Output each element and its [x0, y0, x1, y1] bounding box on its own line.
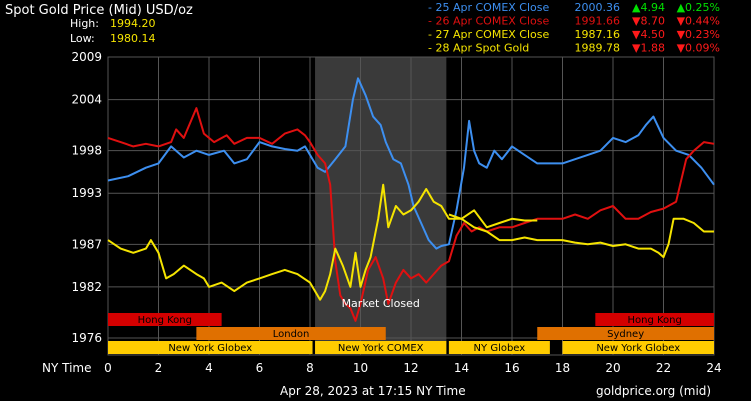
x-axis-ticks: 0 2 4 6 8 10 12 14 16 18 20 22 24 [104, 361, 721, 375]
legend-label: - 27 Apr COMEX Close [428, 28, 549, 41]
series-line [107, 183, 538, 301]
x-tick-label: 10 [353, 361, 368, 375]
session-label: Sydney [607, 329, 644, 340]
legend-label: - 26 Apr COMEX Close [428, 15, 549, 28]
series-line [448, 213, 714, 259]
session-bar [562, 341, 714, 354]
session-bar [315, 341, 447, 354]
x-axis-label: NY Time [42, 361, 92, 375]
y-tick-label: 1976 [71, 331, 102, 345]
session-label: London [273, 329, 310, 340]
legend-price: 1987.16 [575, 28, 621, 41]
y-axis-ticks: 2009 2004 1998 1993 1987 1982 1976 [71, 50, 102, 345]
session-label: Hong Kong [627, 315, 681, 326]
footer-source: goldprice.org (mid) [596, 384, 711, 398]
session-label: New York Globex [596, 343, 680, 354]
legend-label: - 25 Apr COMEX Close [428, 1, 549, 14]
y-tick-label: 1993 [71, 186, 102, 200]
x-tick-label: 24 [706, 361, 721, 375]
x-tick-label: 12 [403, 361, 418, 375]
session-label: New York COMEX [338, 343, 424, 354]
low-value: 1980.14 [110, 32, 156, 45]
chart-title: Spot Gold Price (Mid) USD/oz [5, 3, 193, 18]
y-tick-label: 1998 [71, 144, 102, 158]
x-tick-label: 18 [555, 361, 570, 375]
x-tick-label: 16 [504, 361, 519, 375]
legend: - 25 Apr COMEX Close 2000.36 ▲4.94 ▲0.25% - … [428, 1, 720, 55]
session-bar [108, 313, 222, 326]
x-tick-label: 22 [656, 361, 671, 375]
legend-price: 1989.78 [575, 42, 621, 55]
x-tick-label: 8 [306, 361, 314, 375]
low-label: Low: [70, 32, 95, 45]
y-tick-label: 1982 [71, 280, 102, 294]
session-bar [595, 313, 714, 326]
session-label: Hong Kong [138, 315, 192, 326]
price-series [107, 77, 715, 322]
market-closed-label: Market Closed [342, 297, 420, 310]
session-bars: Hong Kong Hong Kong London Sydney New York G… [108, 313, 714, 354]
session-bar [196, 327, 386, 340]
y-tick-label: 1987 [71, 237, 102, 251]
x-tick-label: 20 [605, 361, 620, 375]
series-line [107, 77, 715, 250]
session-bar [448, 341, 550, 354]
session-bar [108, 341, 313, 354]
x-tick-label: 2 [155, 361, 163, 375]
legend-change: ▼8.70 [632, 15, 665, 28]
legend-price: 1991.66 [575, 15, 621, 28]
legend-change: ▲4.94 [632, 1, 665, 14]
x-tick-label: 4 [205, 361, 213, 375]
x-tick-label: 0 [104, 361, 112, 375]
legend-pct: ▼0.09% [677, 42, 720, 55]
legend-pct: ▼0.44% [677, 15, 720, 28]
legend-change: ▼4.50 [632, 28, 665, 41]
legend-label: - 28 Apr Spot Gold [428, 42, 529, 55]
high-value: 1994.20 [110, 17, 156, 30]
y-tick-label: 2009 [71, 50, 102, 64]
high-label: High: [70, 17, 99, 30]
footer-timestamp: Apr 28, 2023 at 17:15 NY Time [280, 384, 466, 398]
session-label: NY Globex [474, 343, 526, 354]
x-tick-label: 14 [454, 361, 469, 375]
legend-pct: ▲0.25% [677, 1, 720, 14]
y-tick-label: 2004 [71, 93, 102, 107]
session-bar [537, 327, 714, 340]
x-tick-label: 6 [256, 361, 264, 375]
legend-pct: ▼0.23% [677, 28, 720, 41]
legend-change: ▼1.88 [632, 42, 665, 55]
session-label: New York Globex [168, 343, 252, 354]
legend-price: 2000.36 [575, 1, 621, 14]
series-line [107, 107, 715, 322]
